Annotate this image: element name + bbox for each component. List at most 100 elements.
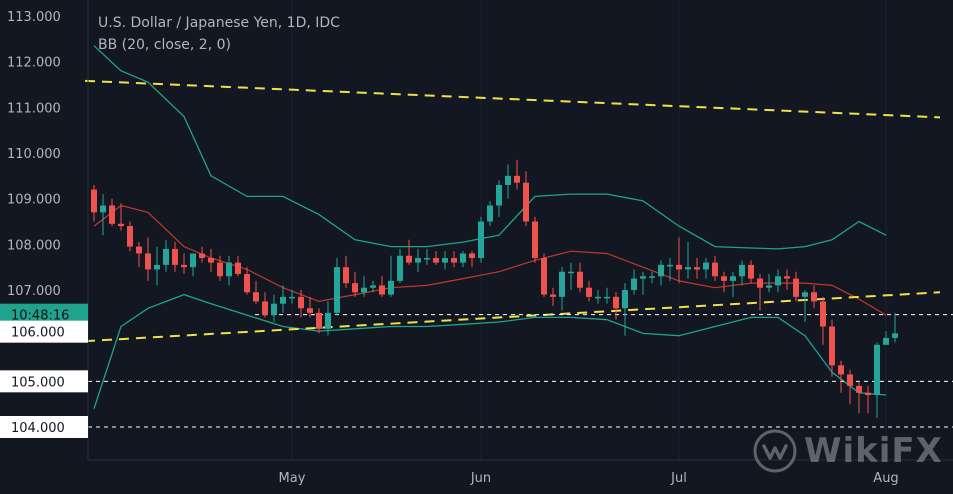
candle-body xyxy=(280,296,286,304)
candle-body xyxy=(469,253,475,259)
candle xyxy=(325,301,331,336)
candle-body xyxy=(613,296,619,309)
candle-body xyxy=(262,301,268,316)
candlesticks xyxy=(91,159,898,418)
candle-body xyxy=(658,264,664,277)
candle xyxy=(622,283,628,336)
candle-body xyxy=(622,290,628,309)
candle xyxy=(757,274,763,311)
candle xyxy=(865,385,871,414)
candle-body xyxy=(694,267,700,270)
grid xyxy=(291,0,887,460)
candle-body xyxy=(127,226,133,247)
candle-body xyxy=(532,221,538,259)
candle-body xyxy=(181,264,187,268)
y-tick-label: 110.000 xyxy=(7,147,61,162)
candle xyxy=(271,294,277,322)
candle-body xyxy=(154,264,160,270)
candle xyxy=(847,369,853,405)
candle xyxy=(541,253,547,297)
level-label-text: 106.000 xyxy=(11,326,65,341)
candle xyxy=(352,271,358,297)
candle-body xyxy=(100,205,106,213)
candle xyxy=(280,285,286,313)
candle xyxy=(739,260,745,286)
candle xyxy=(154,246,160,286)
candle-body xyxy=(352,283,358,293)
candle-body xyxy=(748,264,754,279)
candle-body xyxy=(793,278,799,297)
candle xyxy=(262,292,268,318)
candle-body xyxy=(226,262,232,277)
candle-body xyxy=(388,280,394,295)
candle xyxy=(586,280,592,302)
candle-body xyxy=(712,262,718,277)
candle xyxy=(388,255,394,297)
trendlines xyxy=(84,79,941,343)
candle-body xyxy=(316,312,322,329)
candle xyxy=(721,271,727,293)
candle xyxy=(694,258,700,279)
x-tick-label: Aug xyxy=(873,471,898,486)
bb-upper-line xyxy=(93,45,887,250)
candle-body xyxy=(478,221,484,259)
candle xyxy=(640,271,646,295)
candle xyxy=(550,287,556,306)
candle-body xyxy=(676,264,682,270)
candle xyxy=(604,287,610,304)
candle xyxy=(163,239,169,272)
candle xyxy=(424,248,430,265)
bb-lower-line xyxy=(93,293,887,409)
candle-body xyxy=(604,296,610,299)
candle xyxy=(379,276,385,297)
candle-body xyxy=(415,258,421,263)
candle xyxy=(505,164,511,199)
candle xyxy=(478,216,484,263)
candle-body xyxy=(730,276,736,281)
candle xyxy=(136,242,142,268)
candle xyxy=(820,296,826,345)
level-label-text: 105.000 xyxy=(11,375,65,390)
y-axis: 113.000 112.000 111.000 110.000 109.000 108.0… xyxy=(7,10,61,299)
candle xyxy=(109,198,115,227)
candle-body xyxy=(703,262,709,270)
candle xyxy=(370,280,376,293)
candle xyxy=(487,200,493,227)
horizontal-levels xyxy=(88,314,953,428)
candle-body xyxy=(298,296,304,309)
candle-body xyxy=(190,253,196,268)
candle-body xyxy=(118,223,124,227)
candle-body xyxy=(496,184,502,206)
candle xyxy=(748,260,754,284)
candle-body xyxy=(172,248,178,265)
candle xyxy=(469,251,475,268)
candle xyxy=(433,251,439,265)
candle xyxy=(442,251,448,270)
candle-body xyxy=(775,276,781,286)
candle xyxy=(289,290,295,304)
candle-body xyxy=(559,271,565,297)
candle xyxy=(730,271,736,297)
candle-body xyxy=(811,292,817,302)
candle-body xyxy=(334,267,340,313)
candle-body xyxy=(397,255,403,281)
candle-body xyxy=(271,303,277,316)
candle-body xyxy=(325,312,331,329)
candle-body xyxy=(235,262,241,275)
candle-body xyxy=(289,296,295,299)
candle xyxy=(811,285,817,309)
candle-body xyxy=(307,308,313,313)
candle xyxy=(91,184,97,222)
candle xyxy=(181,253,187,275)
candle xyxy=(892,312,898,343)
candle xyxy=(190,253,196,277)
level-label-box xyxy=(0,416,88,438)
candle-body xyxy=(631,278,637,290)
x-tick-label: Jun xyxy=(470,471,491,486)
candle xyxy=(766,274,772,293)
candle-body xyxy=(370,285,376,288)
candle xyxy=(712,255,718,281)
candle-body xyxy=(163,248,169,265)
y-tick-label: 107.000 xyxy=(7,284,61,299)
